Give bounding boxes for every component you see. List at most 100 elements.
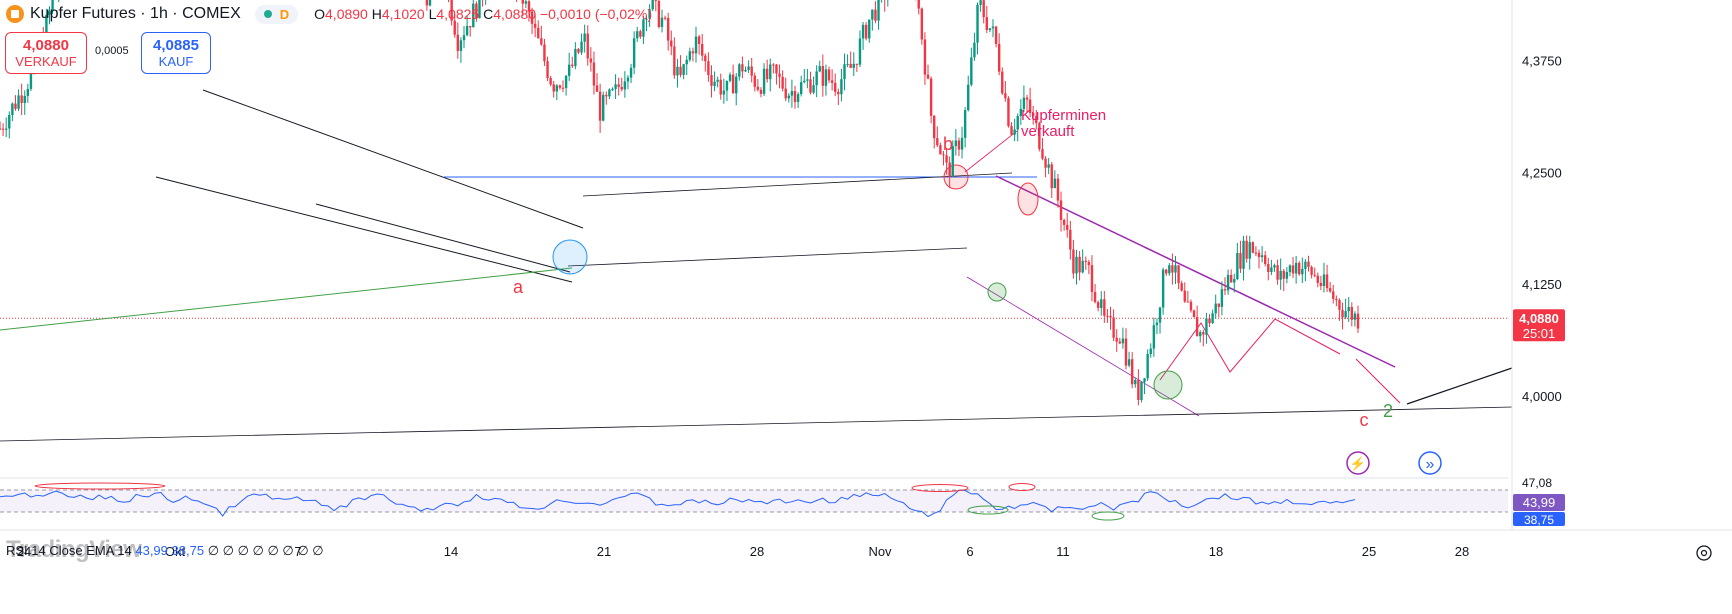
candle-body [670, 40, 673, 47]
rsi-legend[interactable]: RSI 14 Close EMA 14 43,99 38,75 ∅ ∅ ∅ ∅ … [6, 543, 324, 559]
candle-body [654, 0, 657, 1]
symbol-title[interactable]: Kupfer Futures · 1h · COMEX [30, 5, 241, 22]
long-support-line [0, 406, 1513, 442]
candle-body [722, 90, 726, 95]
candle-body [1223, 289, 1227, 291]
candle-body [648, 9, 651, 19]
candle-body [694, 36, 698, 54]
candle-body [840, 79, 843, 95]
candle-body [1328, 288, 1332, 292]
candle-body [45, 14, 48, 46]
rsi-axis-top-label: 47,08 [1522, 476, 1552, 490]
candle-body [1078, 256, 1081, 273]
candle-body [1347, 307, 1350, 312]
candle-body [1220, 289, 1224, 307]
candle-body [877, 0, 880, 21]
close-label: C [483, 6, 494, 22]
wave-label-c: c [1360, 410, 1369, 430]
candle-body [1016, 116, 1019, 130]
candle-body [967, 84, 970, 111]
candle-body [948, 162, 951, 177]
candle-body [1350, 307, 1354, 320]
rsi-legend-title: RSI 14 Close EMA 14 [6, 543, 132, 558]
candle-body [837, 91, 840, 95]
candle-body [1143, 378, 1146, 382]
candle-body [51, 0, 54, 12]
sell-button[interactable]: 4,0880 VERKAUF [5, 32, 87, 74]
marker-circle-a [552, 239, 588, 275]
candle-body [1189, 301, 1193, 311]
candle-body [691, 51, 695, 54]
candle-body [738, 64, 741, 77]
candle-body [1044, 158, 1047, 168]
candle-body [849, 63, 852, 68]
candle-body [929, 78, 933, 116]
candle-body [1291, 265, 1295, 274]
low-value: 4,0825 [436, 6, 480, 22]
time-tick-label: 28 [750, 544, 764, 559]
candle-body [555, 85, 559, 92]
candle-body [1096, 302, 1100, 308]
settings-gear-icon [1696, 545, 1712, 561]
candle-body [973, 42, 976, 58]
candle-body [861, 24, 865, 39]
time-tick-label: Nov [868, 544, 892, 559]
candle-body [960, 137, 964, 150]
candle-body [1084, 260, 1087, 262]
candle-body [868, 19, 871, 39]
candle-body [1199, 332, 1202, 337]
ohlc-values: O4,0890 H4,1020 L4,0825 C4,0880 −0,0010 … [314, 6, 652, 22]
candle-body [1149, 348, 1152, 355]
candle-body [806, 79, 809, 81]
candle-body [1093, 292, 1097, 303]
buy-button[interactable]: 4,0885 KAUF [141, 32, 211, 74]
candle-body [701, 43, 704, 56]
candle-body [1177, 265, 1180, 284]
candle-body [1298, 262, 1301, 275]
channel-inner-line [315, 203, 571, 273]
candle-body [651, 0, 654, 10]
candle-body [769, 64, 772, 80]
candle-body [1152, 325, 1156, 349]
candle-body [1121, 338, 1125, 344]
candle-body [954, 140, 958, 147]
range-lower-line [567, 247, 968, 267]
rsi-value-1: 43,99 [135, 543, 168, 558]
candle-body [1109, 315, 1112, 318]
candle-body [942, 154, 945, 156]
candle-body [787, 95, 791, 99]
candle-body [468, 26, 472, 28]
wave-label-a: a [513, 277, 524, 297]
candle-body [1214, 303, 1217, 314]
candle-body [1112, 317, 1115, 338]
candle-body [1010, 126, 1013, 135]
candle-body [725, 80, 729, 91]
candle-body [704, 55, 707, 62]
candle-body [521, 0, 524, 4]
candle-body [589, 58, 593, 63]
candle-body [933, 115, 936, 139]
candle-body [1007, 98, 1010, 127]
candle-body [803, 80, 806, 83]
candle-body [1273, 265, 1276, 268]
candle-body [1263, 255, 1267, 264]
drawing-layer[interactable] [0, 89, 1513, 442]
candle-body [759, 89, 763, 94]
open-value: 4,0890 [325, 6, 368, 22]
candle-body [472, 3, 475, 28]
zigzag-line [1159, 318, 1341, 381]
candle-body [784, 88, 787, 99]
candle-body [781, 76, 784, 89]
candle-body [945, 155, 948, 163]
candle-body [1047, 164, 1050, 168]
candle-body [728, 74, 732, 81]
candle-body [549, 77, 552, 85]
candle-body [1288, 265, 1292, 273]
candle-body [1325, 274, 1329, 289]
candle-body [707, 61, 710, 76]
buy-label: KAUF [158, 54, 194, 69]
market-status-pill[interactable]: D [254, 4, 299, 24]
candle-body [744, 69, 747, 72]
